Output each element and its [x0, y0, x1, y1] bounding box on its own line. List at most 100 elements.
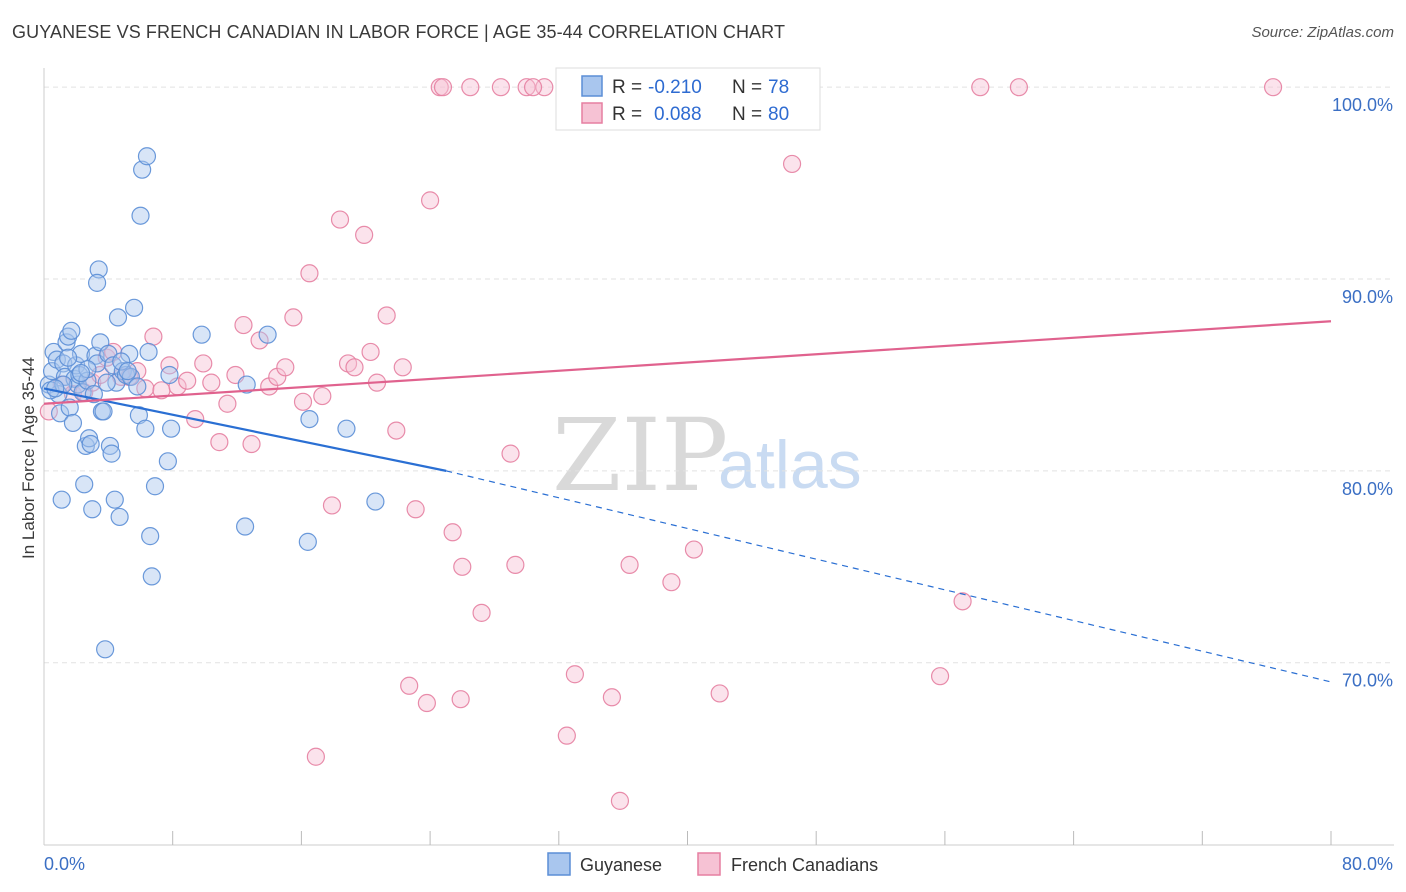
series-legend-label-guyanese: Guyanese: [580, 855, 662, 875]
legend-r-label-french-canadians: R =: [612, 104, 642, 125]
french-canadians-point: [178, 371, 197, 390]
french-canadians-point: [684, 540, 704, 559]
french-canadians-point: [144, 327, 163, 346]
guyanese-point: [100, 436, 120, 456]
y-tick-label: 70.0%: [1342, 671, 1393, 691]
french-canadians-point: [355, 225, 374, 245]
french-canadians-point: [313, 386, 332, 406]
french-canadians-point: [345, 358, 364, 377]
french-canadians-point: [377, 306, 396, 325]
french-canadians-point: [491, 78, 510, 97]
french-canadians-point: [330, 210, 350, 229]
french-canadians-point: [501, 444, 520, 463]
series-legend: Guyanese French Canadians: [547, 852, 878, 876]
guyanese-point: [142, 567, 161, 586]
french-canadians-point: [293, 392, 313, 411]
guyanese-point: [89, 260, 108, 279]
guyanese-point: [75, 475, 94, 494]
legend-r-value-guyanese: -0.210: [648, 77, 702, 98]
tick-labels: 100.0% 90.0% 80.0% 70.0% 0.0% 80.0%: [44, 95, 1393, 874]
guyanese-point: [145, 477, 165, 496]
guyanese-point: [63, 413, 83, 433]
legend-n-label-french-canadians: N =: [732, 104, 762, 125]
guyanese-point: [192, 325, 211, 344]
legend-swatch-french-canadians: [581, 102, 603, 124]
legend-n-value-guyanese: 78: [768, 77, 789, 98]
french-canadians-point: [433, 78, 453, 97]
guyanese-point: [133, 160, 152, 179]
guyanese-point: [87, 273, 107, 292]
guyanese-point: [137, 147, 157, 166]
guyanese-point: [121, 367, 140, 386]
french-canadians-point: [300, 264, 319, 283]
guyanese-trend-line: [43, 387, 447, 472]
legend-r-value-french-canadians: 0.088: [654, 104, 702, 125]
french-canadians-point: [610, 791, 630, 810]
guyanese-point: [128, 377, 147, 396]
french-canadians-point: [242, 434, 261, 454]
french-canadians-trend-line: [43, 320, 1332, 405]
guyanese-point: [131, 206, 150, 225]
guyanese-point: [110, 507, 129, 527]
watermark: ZIP atlas: [552, 397, 862, 514]
guyanese-point: [141, 527, 160, 546]
french-canadians-point: [400, 676, 419, 695]
guyanese-point: [298, 532, 317, 551]
french-canadians-point: [602, 688, 621, 707]
y-axis-label: In Labor Force | Age 35-44: [19, 357, 38, 559]
guyanese-point: [102, 444, 121, 463]
guyanese-point: [81, 434, 100, 454]
chart-title: GUYANESE VS FRENCH CANADIAN IN LABOR FOR…: [12, 22, 786, 42]
guyanese-trend-extension: [446, 470, 1332, 683]
axes: [43, 68, 1394, 846]
y-tick-label: 90.0%: [1342, 287, 1393, 307]
french-canadians-point: [218, 394, 237, 413]
french-canadians-point: [361, 342, 380, 362]
legend-n-label-guyanese: N =: [732, 77, 762, 98]
french-canadians-point: [523, 78, 543, 97]
watermark-atlas: atlas: [718, 427, 862, 503]
gridlines: [44, 86, 1394, 664]
guyanese-point: [59, 348, 78, 367]
guyanese-point: [160, 365, 179, 385]
guyanese-point: [50, 404, 70, 423]
french-canadians-point: [406, 500, 425, 519]
x-tick-label: 80.0%: [1342, 854, 1393, 874]
french-canadians-point: [453, 557, 472, 576]
watermark-zip: ZIP: [552, 397, 728, 514]
french-canadians-point: [210, 433, 229, 452]
guyanese-point: [118, 362, 137, 381]
guyanese-point: [258, 325, 277, 344]
y-tick-label: 80.0%: [1342, 479, 1393, 499]
legend-r-label-guyanese: R =: [612, 77, 642, 98]
french-canadians-point: [565, 665, 584, 684]
guyanese-point: [235, 517, 255, 536]
guyanese-point: [112, 352, 131, 371]
french-canadians-point: [557, 726, 576, 745]
series-legend-swatch-french-canadians: [697, 852, 721, 876]
french-canadians-point: [1263, 78, 1283, 97]
french-canadians-point: [393, 358, 412, 377]
guyanese-point: [124, 298, 144, 317]
french-canadians-point: [517, 78, 536, 97]
trend-lines: [43, 320, 1332, 683]
french-canadians-point: [953, 592, 972, 611]
guyanese-point: [158, 452, 177, 471]
guyanese-point: [71, 363, 91, 383]
french-canadians-point: [930, 667, 950, 686]
guyanese-point: [108, 308, 128, 327]
guyanese-points: [39, 147, 385, 659]
legend-swatch-guyanese: [581, 75, 603, 97]
guyanese-point: [59, 327, 78, 346]
french-canadians-point: [387, 421, 406, 440]
guyanese-point: [366, 492, 385, 511]
french-canadians-point: [417, 693, 436, 713]
french-canadians-point: [443, 523, 462, 542]
guyanese-point: [136, 419, 155, 438]
correlation-legend: R = -0.210 N = 78 R = 0.088 N = 80: [555, 67, 821, 131]
french-canadians-point: [234, 315, 253, 335]
french-canadians-point: [461, 78, 480, 97]
guyanese-point: [337, 419, 356, 438]
guyanese-point: [161, 419, 181, 438]
